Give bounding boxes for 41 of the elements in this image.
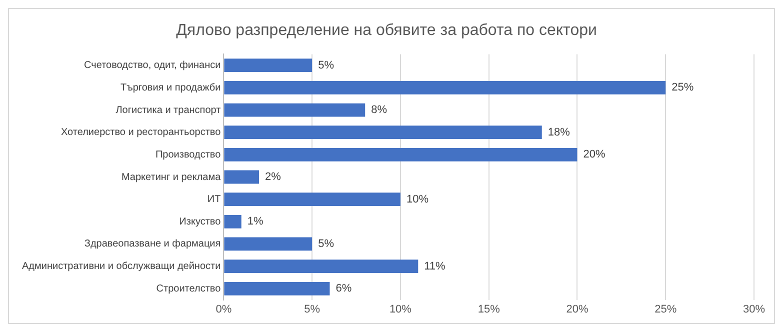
y-tick-label: Маркетинг и реклама bbox=[121, 172, 222, 183]
chart-title: Дялово разпределение на обявите за работа по сектори bbox=[176, 22, 597, 40]
y-tick-label: Търговия и продажби bbox=[120, 82, 221, 94]
y-tick-label: Административни и обслужващи дейности bbox=[22, 261, 221, 272]
y-tick-label: Счетоводство, одит, финанси bbox=[84, 60, 221, 72]
data-label: 18% bbox=[548, 126, 570, 138]
data-label: 20% bbox=[583, 148, 606, 161]
y-tick-label: Изкуство bbox=[179, 216, 222, 228]
bar bbox=[224, 170, 260, 184]
x-tick-label: 25% bbox=[654, 303, 677, 316]
x-tick-label: 15% bbox=[478, 303, 500, 316]
bar bbox=[224, 58, 312, 72]
y-tick-label: Хотелиерство и ресторантьорство bbox=[61, 127, 222, 138]
bar bbox=[224, 103, 366, 117]
x-tick-label: 20% bbox=[566, 303, 588, 316]
x-tick-label: 5% bbox=[304, 303, 320, 316]
data-label: 5% bbox=[318, 238, 334, 250]
data-label: 2% bbox=[265, 171, 282, 184]
y-tick-label: Производство bbox=[155, 149, 222, 160]
data-label: 1% bbox=[247, 216, 264, 228]
data-label: 8% bbox=[371, 104, 388, 116]
y-tick-label: Строителство bbox=[156, 283, 222, 294]
y-tick-label: Логистика и транспорт bbox=[116, 104, 222, 116]
y-tick-label: ИТ bbox=[207, 194, 221, 206]
data-label: 11% bbox=[424, 260, 446, 272]
data-label: 10% bbox=[406, 193, 429, 206]
bar bbox=[224, 282, 330, 296]
bar bbox=[224, 148, 578, 162]
bar bbox=[224, 237, 312, 251]
bar bbox=[224, 214, 242, 228]
x-tick-label: 0% bbox=[216, 303, 232, 316]
y-tick-label: Здравеопазване и фармация bbox=[84, 238, 221, 250]
bar bbox=[224, 80, 666, 94]
data-label: 5% bbox=[318, 59, 334, 72]
bar bbox=[224, 260, 418, 274]
data-label: 6% bbox=[336, 282, 352, 295]
x-tick-label: 10% bbox=[389, 303, 412, 316]
bar bbox=[224, 126, 542, 140]
data-label: 25% bbox=[672, 82, 694, 94]
bar bbox=[224, 192, 400, 206]
x-tick-label: 30% bbox=[742, 303, 766, 316]
